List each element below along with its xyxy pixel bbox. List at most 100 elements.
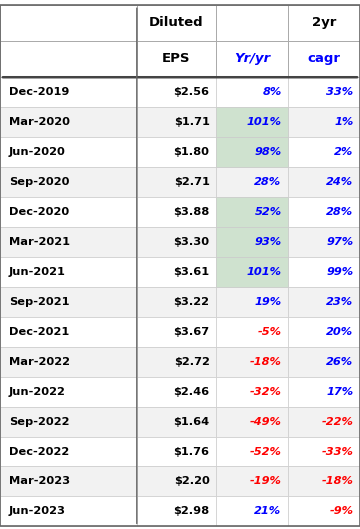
- Bar: [137, 107, 216, 137]
- Bar: [0, 5, 137, 41]
- Bar: [288, 227, 360, 257]
- Text: 101%: 101%: [247, 117, 282, 127]
- Text: 2%: 2%: [334, 147, 354, 157]
- Bar: [137, 5, 216, 41]
- Text: $2.72: $2.72: [174, 357, 210, 367]
- Bar: [0, 496, 137, 526]
- Text: Dec-2022: Dec-2022: [9, 446, 69, 457]
- Text: -22%: -22%: [321, 416, 354, 426]
- Bar: [288, 197, 360, 227]
- Bar: [0, 407, 137, 436]
- Bar: [0, 317, 137, 346]
- Bar: [288, 41, 360, 77]
- Text: cagr: cagr: [307, 52, 341, 65]
- Text: Diluted: Diluted: [149, 16, 204, 29]
- Bar: [0, 287, 137, 317]
- Text: 2yr: 2yr: [312, 16, 336, 29]
- Bar: [216, 197, 288, 227]
- Bar: [288, 167, 360, 197]
- Bar: [288, 107, 360, 137]
- Bar: [0, 346, 137, 377]
- Bar: [216, 346, 288, 377]
- Bar: [216, 287, 288, 317]
- Bar: [216, 317, 288, 346]
- Bar: [288, 346, 360, 377]
- Text: Jun-2022: Jun-2022: [9, 387, 66, 397]
- Text: $1.76: $1.76: [174, 446, 210, 457]
- Bar: [288, 137, 360, 167]
- Text: 24%: 24%: [327, 177, 354, 187]
- Bar: [288, 436, 360, 467]
- Text: $1.71: $1.71: [174, 117, 210, 127]
- Text: $3.61: $3.61: [174, 267, 210, 277]
- Text: $2.46: $2.46: [174, 387, 210, 397]
- Bar: [137, 377, 216, 407]
- Bar: [137, 167, 216, 197]
- Bar: [137, 467, 216, 496]
- Bar: [216, 5, 288, 41]
- Text: 98%: 98%: [255, 147, 282, 157]
- Bar: [216, 227, 288, 257]
- Text: Jun-2020: Jun-2020: [9, 147, 66, 157]
- Text: $1.80: $1.80: [174, 147, 210, 157]
- Text: Yr/yr: Yr/yr: [234, 52, 270, 65]
- Text: EPS: EPS: [162, 52, 191, 65]
- Text: 28%: 28%: [255, 177, 282, 187]
- Text: 23%: 23%: [327, 297, 354, 307]
- Bar: [216, 407, 288, 436]
- Text: Dec-2020: Dec-2020: [9, 207, 69, 217]
- Text: Dec-2019: Dec-2019: [9, 87, 69, 97]
- Text: Mar-2022: Mar-2022: [9, 357, 70, 367]
- Text: 26%: 26%: [327, 357, 354, 367]
- Bar: [137, 257, 216, 287]
- Bar: [0, 377, 137, 407]
- Bar: [216, 436, 288, 467]
- Bar: [216, 377, 288, 407]
- Text: $2.98: $2.98: [174, 506, 210, 516]
- Text: 101%: 101%: [247, 267, 282, 277]
- Bar: [0, 197, 137, 227]
- Bar: [0, 167, 137, 197]
- Text: -33%: -33%: [321, 446, 354, 457]
- Bar: [216, 107, 288, 137]
- Bar: [0, 227, 137, 257]
- Bar: [216, 107, 288, 137]
- Bar: [216, 467, 288, 496]
- Bar: [0, 137, 137, 167]
- Bar: [137, 436, 216, 467]
- Text: $3.30: $3.30: [174, 237, 210, 247]
- Text: $3.88: $3.88: [173, 207, 210, 217]
- Bar: [216, 496, 288, 526]
- Bar: [216, 197, 288, 227]
- Text: $2.71: $2.71: [174, 177, 210, 187]
- Text: $1.64: $1.64: [174, 416, 210, 426]
- Bar: [216, 137, 288, 167]
- Bar: [0, 467, 137, 496]
- Bar: [216, 257, 288, 287]
- Bar: [288, 5, 360, 41]
- Text: 21%: 21%: [255, 506, 282, 516]
- Text: Sep-2020: Sep-2020: [9, 177, 69, 187]
- Text: -5%: -5%: [257, 327, 282, 337]
- Text: -18%: -18%: [249, 357, 282, 367]
- Text: Mar-2023: Mar-2023: [9, 477, 70, 487]
- Text: 33%: 33%: [327, 87, 354, 97]
- Bar: [0, 436, 137, 467]
- Text: $2.20: $2.20: [174, 477, 210, 487]
- Bar: [216, 227, 288, 257]
- Text: Mar-2020: Mar-2020: [9, 117, 70, 127]
- Bar: [216, 137, 288, 167]
- Text: $3.67: $3.67: [174, 327, 210, 337]
- Text: 19%: 19%: [255, 297, 282, 307]
- Bar: [216, 257, 288, 287]
- Bar: [137, 227, 216, 257]
- Bar: [288, 407, 360, 436]
- Bar: [137, 287, 216, 317]
- Text: -52%: -52%: [249, 446, 282, 457]
- Text: -19%: -19%: [249, 477, 282, 487]
- Text: 20%: 20%: [327, 327, 354, 337]
- Bar: [0, 77, 137, 107]
- Text: 97%: 97%: [327, 237, 354, 247]
- Text: 93%: 93%: [255, 237, 282, 247]
- Text: -18%: -18%: [321, 477, 354, 487]
